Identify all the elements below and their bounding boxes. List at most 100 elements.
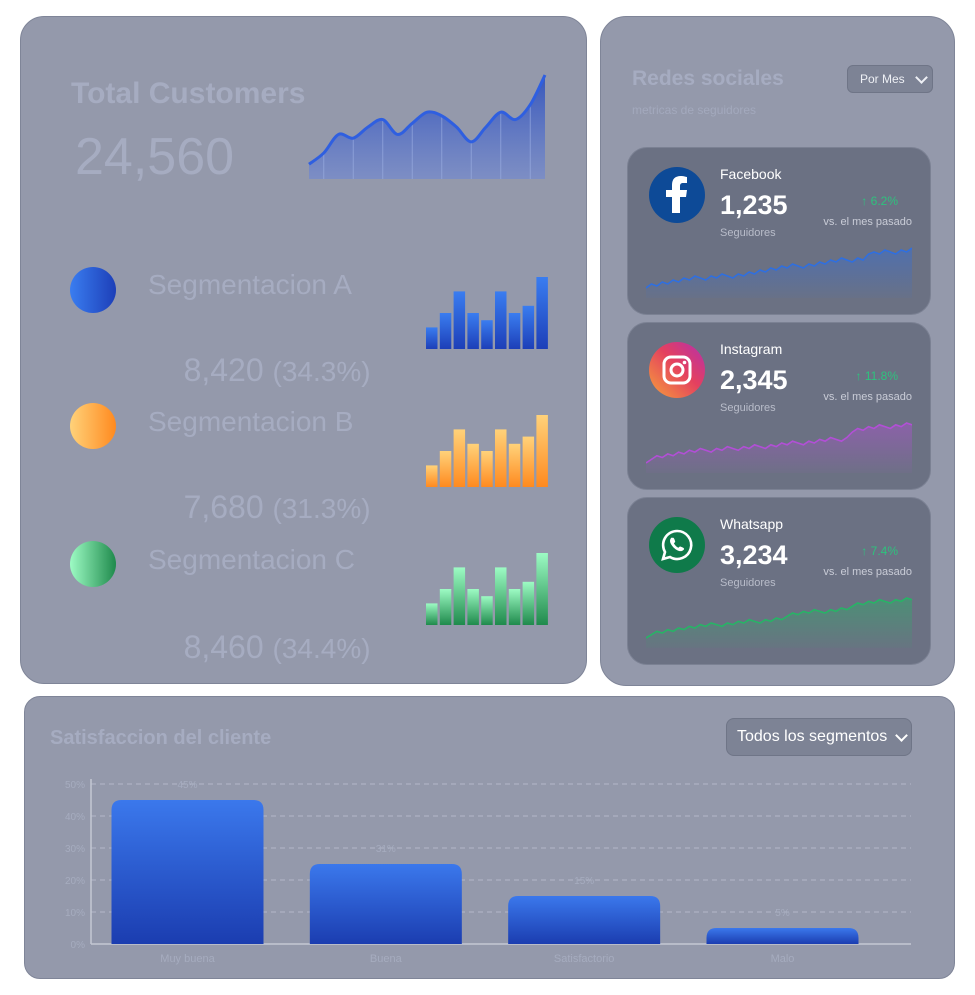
segment-b-color-dot [70, 403, 116, 449]
sparkline-fill [646, 248, 912, 298]
instagram-sparkline [646, 422, 912, 473]
segment-c-color-dot [70, 541, 116, 587]
y-tick-label: 0% [71, 940, 86, 951]
segment-filter-label: Todos los segmentos [737, 728, 888, 745]
whatsapp-change: ↑ 7.4% [861, 544, 898, 558]
period-dropdown-label: Por Mes [860, 72, 905, 86]
instagram-card[interactable]: Instagram 2,345 Seguidores ↑ 11.8% vs. e… [627, 322, 931, 490]
facebook-name: Facebook [720, 166, 782, 182]
facebook-card[interactable]: Facebook 1,235 Seguidores ↑ 6.2% vs. el … [627, 147, 931, 315]
area-line [308, 74, 547, 166]
arrow-up-icon: ↑ [861, 194, 871, 208]
segment-bar [522, 581, 535, 625]
arrow-up-icon: ↑ [855, 369, 865, 383]
whatsapp-icon [649, 517, 705, 573]
segment-bar [536, 553, 548, 625]
sparkline-line [646, 597, 912, 639]
segment-bar [426, 603, 438, 625]
segment-bar [495, 291, 507, 349]
instagram-vs-label: vs. el mes pasado [823, 391, 912, 403]
y-tick-label: 50% [65, 780, 85, 791]
sparkline-line [646, 422, 912, 464]
segment-bar [439, 451, 452, 487]
segment-a-percent: (34.3%) [272, 356, 371, 387]
segment-bar [522, 305, 535, 349]
whatsapp-change-value: 7.4% [870, 544, 898, 558]
segment-bar [495, 429, 507, 487]
facebook-followers: 1,235 [720, 190, 788, 220]
y-tick-label: 20% [65, 876, 85, 887]
instagram-change: ↑ 11.8% [856, 369, 898, 383]
satisfaction-bar [309, 864, 462, 944]
segment-bar [536, 415, 548, 487]
segment-bar [481, 596, 493, 625]
arrow-up-icon: ↑ [861, 544, 871, 558]
facebook-unit: Seguidores [720, 227, 776, 239]
whatsapp-card[interactable]: Whatsapp 3,234 Seguidores ↑ 7.4% vs. el … [627, 497, 931, 665]
bar-value-label: 45% [177, 780, 197, 791]
social-title: Redes sociales [632, 67, 784, 90]
segment-bar [508, 443, 521, 487]
bar-value-label: 5% [775, 908, 790, 919]
bar-value-label: 15% [574, 876, 594, 887]
x-tick-label: Buena [370, 953, 403, 965]
segment-bar [426, 465, 438, 487]
segment-a-bar-chart [426, 277, 548, 349]
y-tick-label: 30% [65, 844, 85, 855]
segment-bar [467, 589, 479, 625]
segment-bar [508, 589, 521, 625]
x-tick-label: Satisfactorio [554, 953, 615, 965]
instagram-unit: Seguidores [720, 402, 776, 414]
y-tick-label: 40% [65, 812, 85, 823]
segment-a-name: Segmentacion A [148, 269, 352, 300]
chevron-down-icon [895, 728, 909, 742]
period-dropdown[interactable]: Por Mes [847, 65, 933, 93]
segment-bar [495, 567, 507, 625]
segment-bar [426, 327, 438, 349]
instagram-icon [649, 342, 705, 398]
whatsapp-unit: Seguidores [720, 577, 776, 589]
whatsapp-name: Whatsapp [720, 516, 784, 532]
segment-a-value: 8,420 (34.3%) [148, 315, 371, 426]
segment-bar [439, 589, 452, 625]
facebook-icon [649, 167, 705, 223]
whatsapp-vs-label: vs. el mes pasado [823, 566, 912, 578]
segment-bar [467, 313, 479, 349]
total-customers-title: Total Customers [71, 77, 306, 110]
segment-b-count: 7,680 [183, 489, 264, 525]
segment-bar [481, 320, 493, 349]
instagram-change-value: 11.8% [864, 369, 898, 383]
chevron-down-icon [914, 70, 928, 84]
total-customers-panel: Total Customers 24,560 Segmentacion A 8,… [20, 16, 587, 684]
segment-c-value: 8,460 (34.4%) [148, 592, 371, 703]
segment-filter-dropdown[interactable]: Todos los segmentos [726, 718, 912, 756]
segment-a-count: 8,420 [183, 352, 264, 388]
sparkline-line [646, 247, 912, 289]
satisfaction-bar [508, 896, 661, 944]
bar-value-label: 31% [376, 844, 396, 855]
instagram-name: Instagram [720, 341, 783, 357]
x-tick-label: Muy buena [160, 953, 215, 965]
segment-bar [522, 436, 535, 487]
satisfaction-bar [111, 800, 264, 944]
segment-bar [453, 291, 466, 349]
satisfaction-bar-chart: 0% 10% 20% 30% 40% 50% 45% Muy buena 31% Buena 15%… [65, 779, 911, 965]
segment-bar [439, 313, 452, 349]
total-customers-area-chart [308, 74, 547, 179]
segment-c-percent: (34.4%) [272, 633, 371, 664]
segment-bar [481, 451, 493, 487]
segment-b-value: 7,680 (31.3%) [148, 452, 371, 563]
facebook-vs-label: vs. el mes pasado [823, 216, 912, 228]
social-subtitle: metricas de seguidores [632, 103, 757, 117]
segment-bar [453, 429, 466, 487]
y-tick-label: 10% [65, 908, 85, 919]
segment-b-bar-chart [426, 415, 548, 487]
area-fill [309, 75, 545, 179]
segment-b-percent: (31.3%) [272, 493, 371, 524]
whatsapp-sparkline [646, 597, 912, 648]
segment-b-name: Segmentacion B [148, 406, 354, 437]
segment-c-count: 8,460 [183, 629, 264, 665]
segment-c-name: Segmentacion C [148, 544, 356, 575]
facebook-change: ↑ 6.2% [861, 194, 898, 208]
facebook-change-value: 6.2% [870, 194, 898, 208]
